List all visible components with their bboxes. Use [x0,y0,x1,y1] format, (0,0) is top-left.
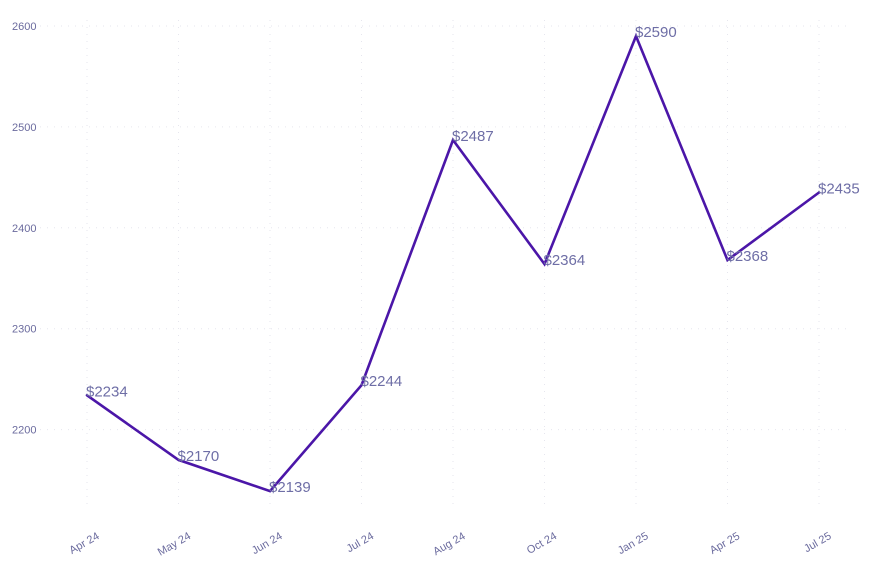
data-label: $2435 [818,180,860,197]
y-tick-label: 2500 [12,122,36,134]
x-tick-label: Aug 24 [431,530,467,558]
y-tick-label: 2300 [12,324,36,336]
y-axis-ticks: 2200 2300 2400 2500 2600 [12,21,36,437]
x-tick-label: May 24 [156,530,193,558]
y-tick-label: 2200 [12,425,36,437]
x-tick-label: Apr 25 [708,530,742,557]
y-tick-label: 2600 [12,21,36,33]
x-tick-label: Jul 25 [802,530,833,555]
x-axis-ticks: Apr 24 May 24 Jun 24 Jul 24 Aug 24 Oct 24 Jan … [67,530,833,558]
data-label: $2139 [269,479,311,496]
data-label: $2170 [178,448,220,465]
y-tick-label: 2400 [12,223,36,235]
x-tick-label: Jan 25 [616,530,651,557]
data-labels: $2234 $2170 $2139 $2244 $2487 $2364 $2590 $2368… [86,24,860,496]
data-label: $2590 [635,24,677,41]
data-label: $2364 [544,252,586,269]
data-label: $2244 [361,373,403,390]
x-tick-label: Jun 24 [250,530,285,557]
data-label: $2487 [452,128,494,145]
data-label: $2234 [86,383,128,400]
x-tick-label: Apr 24 [67,530,101,557]
data-label: $2368 [727,248,769,265]
series-line [85,32,821,493]
x-tick-label: Jul 24 [345,530,376,555]
x-tick-label: Oct 24 [525,530,559,557]
